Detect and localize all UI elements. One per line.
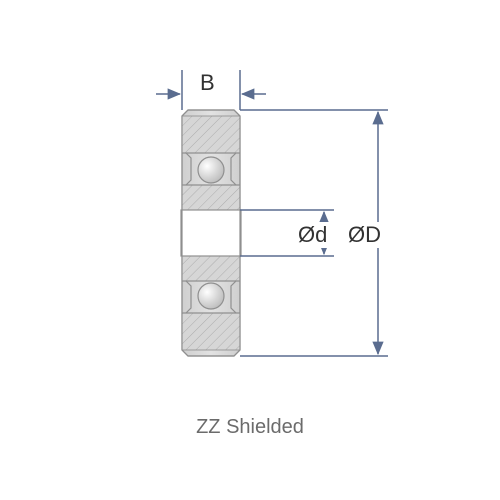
ball-bottom xyxy=(198,283,224,309)
outer-ring-bottom-section xyxy=(182,313,240,350)
bearing-cross-section-drawing: B Ød ØD xyxy=(60,40,420,380)
inner-ring-bottom-section xyxy=(182,256,240,281)
dim-D-label: ØD xyxy=(348,222,381,247)
ball-top xyxy=(198,157,224,183)
inner-ring-top-section xyxy=(182,185,240,210)
dim-d-label: Ød xyxy=(298,222,327,247)
bore xyxy=(181,210,241,256)
outer-ring-top-section xyxy=(182,116,240,153)
diagram-caption: ZZ Shielded xyxy=(0,416,500,439)
dim-b-label: B xyxy=(200,70,215,95)
diagram-canvas: B Ød ØD ZZ Shielded xyxy=(0,0,500,500)
